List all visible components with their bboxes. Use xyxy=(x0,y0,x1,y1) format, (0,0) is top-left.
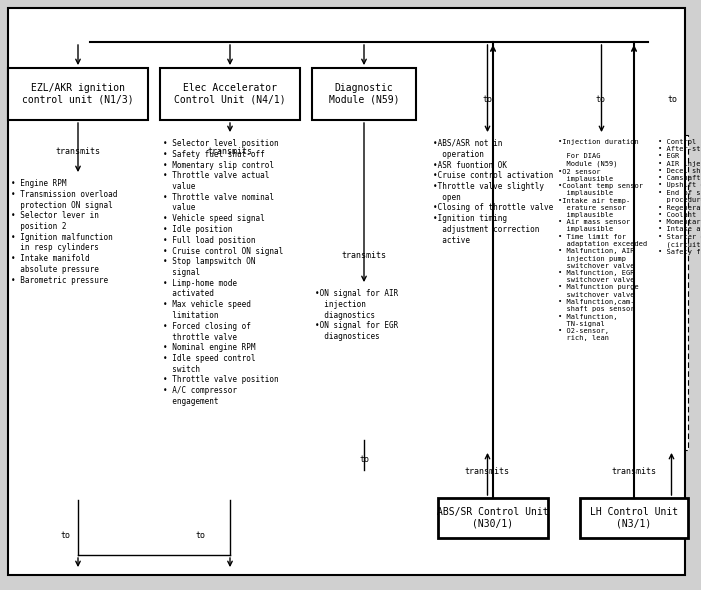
Text: transmits: transmits xyxy=(611,467,657,477)
Bar xyxy=(430,135,545,450)
Text: Diagnostic
Module (N59): Diagnostic Module (N59) xyxy=(329,83,400,105)
Text: transmits: transmits xyxy=(465,467,510,477)
Text: • Engine RPM
• Transmission overload
  protection ON signal
• Selector lever in
: • Engine RPM • Transmission overload pro… xyxy=(11,179,117,285)
Text: transmits: transmits xyxy=(207,148,252,156)
Text: to: to xyxy=(667,96,677,104)
Bar xyxy=(438,498,548,538)
Bar xyxy=(8,175,148,500)
Text: Elec Accelerator
Control Unit (N4/1): Elec Accelerator Control Unit (N4/1) xyxy=(174,83,286,105)
Bar xyxy=(312,68,416,120)
Text: to: to xyxy=(359,455,369,464)
Text: •ON signal for AIR
  injection
  diagnostics
•ON signal for EGR
  diagnostices: •ON signal for AIR injection diagnostics… xyxy=(315,289,398,341)
Text: ABS/SR Control Unit
(N30/1): ABS/SR Control Unit (N30/1) xyxy=(437,507,549,529)
Text: •Injection duration

  For DIAG
  Module (N59)
•O2 sensor
  implausible
•Coolant: •Injection duration For DIAG Module (N59… xyxy=(558,139,647,341)
Text: •ABS/ASR not in
  operation
•ASR fuontion OK
•Cruise control activation
•Throttl: •ABS/ASR not in operation •ASR fuontion … xyxy=(433,139,553,245)
Bar xyxy=(655,135,688,450)
Text: LH Control Unit
(N3/1): LH Control Unit (N3/1) xyxy=(590,507,678,529)
Text: transmits: transmits xyxy=(341,251,386,260)
Text: EZL/AKR ignition
control unit (N1/3): EZL/AKR ignition control unit (N1/3) xyxy=(22,83,134,105)
Text: to: to xyxy=(195,530,205,539)
Text: transmits: transmits xyxy=(55,148,100,156)
Text: • Control unit recognition
• After-start enrichment
• EGR
• AIR injection pump
•: • Control unit recognition • After-start… xyxy=(658,139,701,255)
Text: to: to xyxy=(595,96,605,104)
Bar xyxy=(312,285,416,440)
Text: to: to xyxy=(60,530,70,539)
Text: • Selector level position
• Safety fuel shut-off
• Momentary slip control
• Thro: • Selector level position • Safety fuel … xyxy=(163,139,283,406)
Bar xyxy=(160,135,300,500)
Bar xyxy=(555,135,648,450)
Bar xyxy=(8,68,148,120)
Text: to: to xyxy=(482,96,492,104)
Bar xyxy=(160,68,300,120)
Bar xyxy=(580,498,688,538)
